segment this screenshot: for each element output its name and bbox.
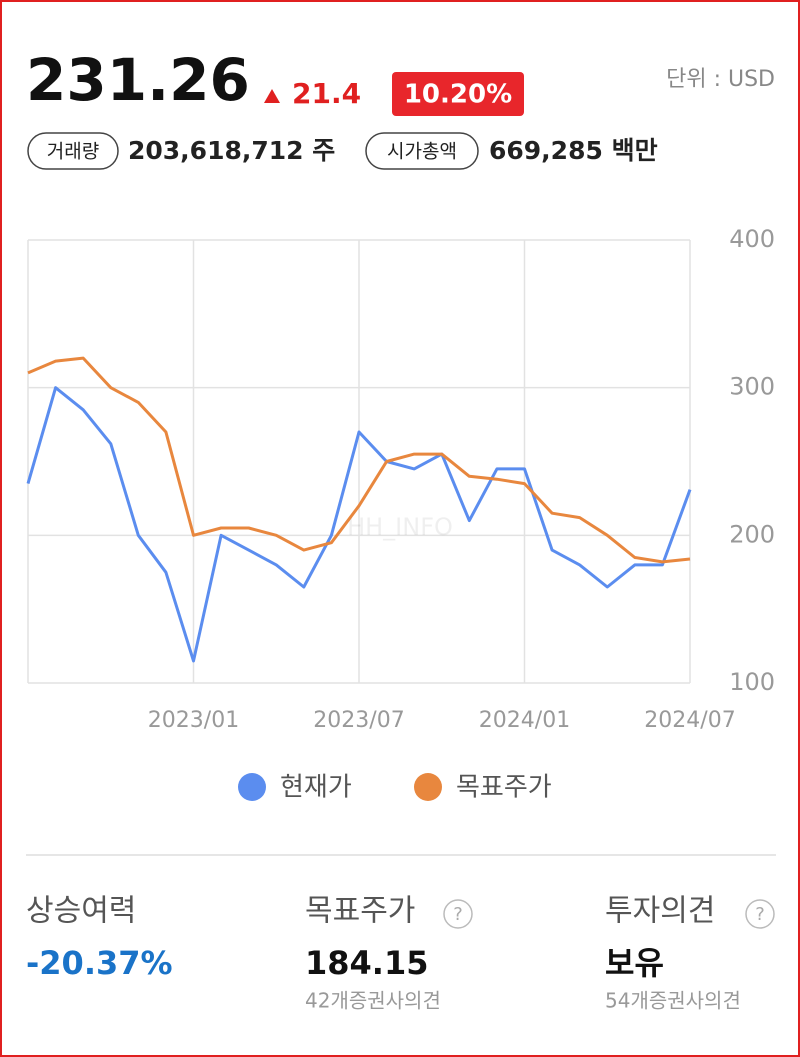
price-line (27, 356, 691, 564)
volume-pill (27, 132, 119, 170)
help-icon-glyph: ? (453, 904, 463, 925)
chart: 100 200 300 400 2023/01 2023/07 2024/01 2024/07… (26, 225, 775, 803)
price-line (26, 386, 692, 663)
summary-label: 투자의견 (605, 894, 715, 929)
volume-label: 거래량 (47, 141, 99, 163)
y-tick-label: 200 (729, 520, 775, 548)
cap-pill (365, 132, 479, 170)
price: 231.26 (26, 46, 250, 114)
up-arrow (264, 89, 280, 103)
help-icon-glyph: ? (755, 904, 765, 925)
y-tick-label: 100 (729, 668, 775, 696)
x-tick-label: 2024/07 (644, 708, 735, 733)
summary-value: 184.15 (305, 944, 428, 982)
summary-value: 보유 (605, 944, 664, 982)
volume: 203,618,712 주 (128, 136, 335, 165)
watermark: HH_INFO (347, 513, 453, 541)
summary-note: 42개증권사의견 (305, 989, 441, 1013)
change: 21.4 (292, 77, 361, 110)
summary-value: -20.37% (26, 944, 173, 982)
summary-label: 목표주가 (305, 894, 415, 929)
change-pct: 10.20% (404, 80, 512, 110)
y-tick-label: 400 (729, 225, 775, 253)
x-tick-label: 2023/07 (313, 708, 404, 733)
cap-label: 시가총액 (387, 141, 457, 163)
change-badge (392, 72, 524, 116)
legend-label: 목표주가 (456, 773, 552, 803)
legend-label: 현재가 (280, 773, 352, 803)
x-tick-label: 2023/01 (148, 708, 239, 733)
help-icon[interactable] (745, 899, 775, 929)
legend-swatch (414, 773, 442, 801)
help-icon[interactable] (443, 899, 473, 929)
summary-note: 54개증권사의견 (605, 989, 741, 1013)
summary-label: 상승여력 (26, 894, 136, 929)
market-cap: 669,285 백만 (489, 136, 658, 165)
unit: 단위 : USD (666, 67, 775, 92)
legend-swatch (238, 773, 266, 801)
y-tick-label: 300 (729, 373, 775, 401)
x-tick-label: 2024/01 (479, 708, 570, 733)
